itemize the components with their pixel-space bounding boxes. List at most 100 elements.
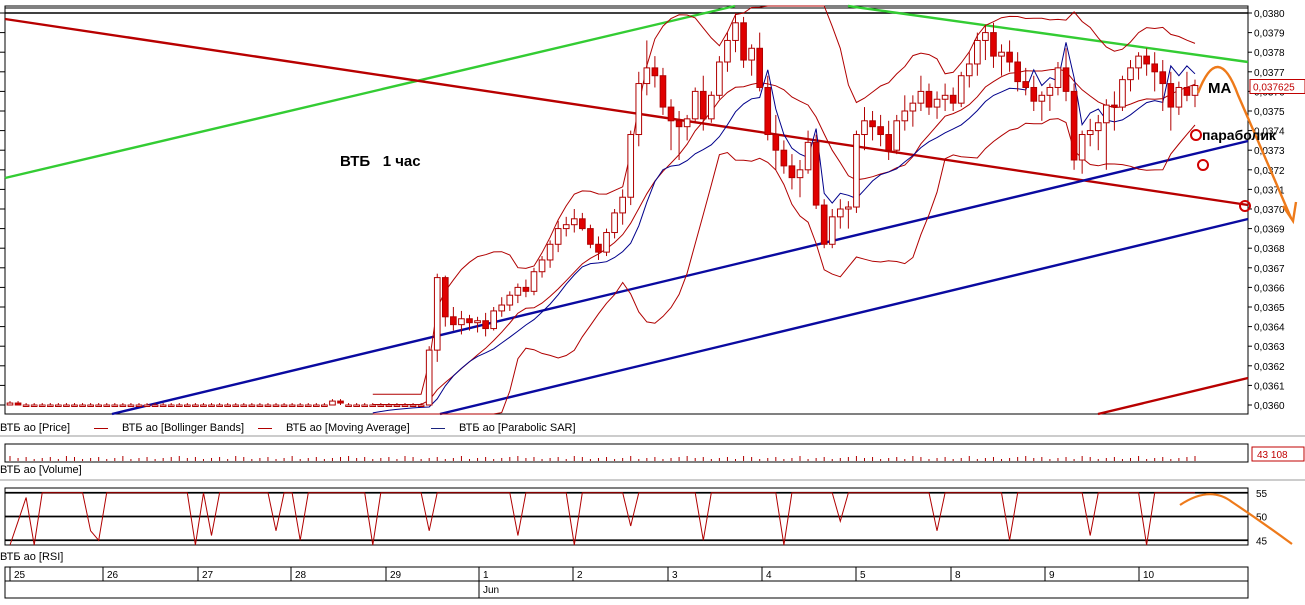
candle [474, 316, 481, 333]
candle [1167, 71, 1175, 131]
candle-body [385, 404, 393, 407]
candle-body [965, 63, 973, 77]
candle-body [337, 400, 344, 404]
forecast-curve [1196, 65, 1293, 219]
candle [635, 71, 643, 147]
candle-body [554, 228, 562, 245]
legend-item-moving-average: ВТБ ао [Moving Average] [258, 422, 410, 434]
candle-body [1014, 61, 1021, 83]
candle [14, 401, 22, 406]
candle [740, 16, 747, 68]
candle-body [756, 47, 764, 88]
candle-body [63, 404, 70, 407]
candle [1135, 52, 1142, 80]
candle-body [433, 277, 441, 351]
trend-line-blue-upper [111, 139, 1249, 416]
candle-body [1038, 94, 1046, 102]
y-tick-label: 0,0374 [1254, 127, 1285, 138]
candle-body [280, 404, 288, 407]
candle [345, 403, 352, 407]
candle [804, 130, 812, 174]
candle-body [87, 404, 94, 407]
candle-body [441, 277, 449, 318]
candle-body [587, 228, 594, 245]
candle [216, 403, 223, 407]
candle-body [321, 404, 328, 407]
candle [296, 403, 304, 407]
y-tick-label: 0,0379 [1254, 29, 1285, 40]
candle [974, 32, 981, 76]
candle [1119, 75, 1126, 111]
y-tick-label: 0,0373 [1254, 146, 1285, 157]
candle [1111, 91, 1118, 131]
candle [603, 228, 610, 257]
candle-body [514, 286, 522, 296]
candle [232, 403, 240, 407]
candle [1062, 48, 1070, 102]
candle [990, 22, 997, 68]
candle [280, 403, 288, 407]
candle [651, 56, 659, 88]
candle [490, 307, 497, 331]
candle-body [885, 134, 892, 151]
candle [450, 307, 457, 331]
candle [159, 403, 167, 407]
candle-body [1127, 67, 1134, 81]
candle-body [804, 141, 812, 171]
candle [708, 91, 715, 123]
candle-body [982, 32, 989, 41]
candle [482, 312, 489, 337]
candle [1038, 91, 1046, 121]
y-tick-label: 0,0372 [1254, 166, 1285, 177]
candle [22, 403, 30, 407]
x-tick-label: 5 [860, 570, 866, 581]
candle [46, 403, 54, 407]
candle-body [329, 400, 336, 406]
candle-body [820, 204, 828, 245]
candle-body [95, 404, 102, 407]
candle-body [393, 404, 401, 407]
candle-body [264, 404, 272, 407]
candle [1086, 118, 1094, 147]
x-tick-label: 28 [295, 570, 307, 581]
annotation-ma: MA [1208, 80, 1231, 97]
candle [103, 403, 111, 407]
candle-body [691, 90, 699, 120]
candle-body [941, 94, 949, 100]
candle-body [111, 404, 119, 407]
x-tick-label: 1 [483, 570, 489, 581]
candle-body [506, 294, 514, 306]
candle [1159, 60, 1167, 111]
candle-body [417, 404, 425, 407]
candle-body [38, 404, 46, 407]
candle-body [224, 404, 231, 407]
candle-body [1135, 55, 1142, 69]
candle-body [651, 67, 659, 77]
candle-body [1094, 122, 1102, 132]
y-tick-label: 0,0369 [1254, 225, 1285, 236]
candle [208, 403, 215, 407]
x-tick-label: 9 [1049, 570, 1055, 581]
candle-body [482, 320, 489, 330]
candle [925, 83, 933, 115]
y-tick-label: 0,0364 [1254, 323, 1285, 334]
candle [127, 403, 135, 407]
candle-body [1022, 81, 1030, 88]
month-label: Jun [483, 585, 499, 596]
candle-body [893, 120, 901, 151]
candle-body [1191, 85, 1199, 96]
trend-line-green-down [847, 4, 1249, 64]
candle [691, 87, 699, 123]
rsi-pane-title: ВТБ ао [RSI] [0, 551, 64, 563]
candle-body [828, 216, 836, 245]
candle-body [409, 404, 417, 407]
candle [933, 91, 941, 119]
y-tick-label: 0,0370 [1254, 205, 1285, 216]
candle [522, 279, 530, 298]
candle-body [611, 212, 618, 234]
candle-body [1054, 67, 1062, 88]
candle [941, 83, 949, 111]
x-tick-label: 3 [672, 570, 678, 581]
candle-body [1111, 104, 1118, 108]
y-tick-label: 0,0360 [1254, 401, 1285, 412]
